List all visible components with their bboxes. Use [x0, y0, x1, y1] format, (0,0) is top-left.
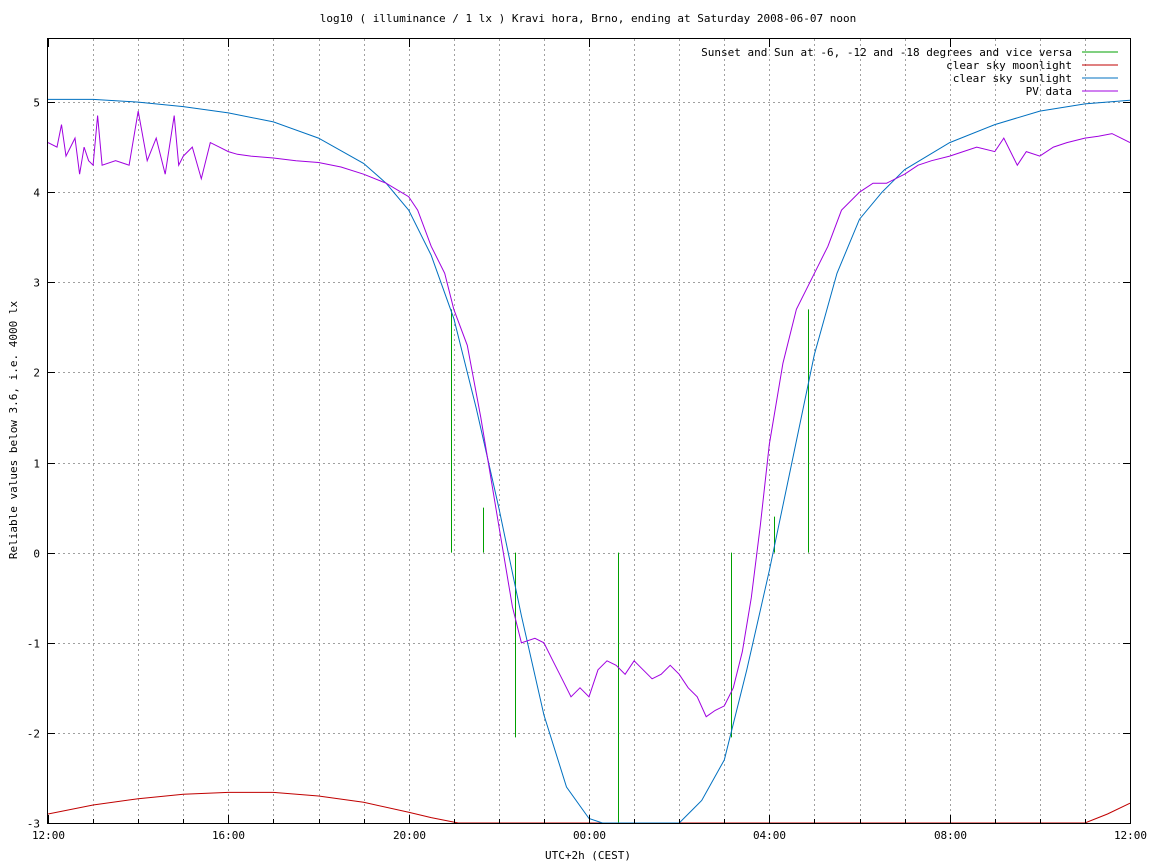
x-tick-label: 00:00 [573, 829, 606, 842]
y-axis-label: Reliable values below 3.6, i.e. 4000 lx [7, 300, 20, 559]
y-tick-label: -2 [27, 728, 40, 741]
series-sunset-and-sun-at-6-12-and-18-degrees-and-vice-versa [451, 309, 809, 823]
y-tick-label: 5 [33, 97, 40, 110]
y-tick-label: 1 [33, 458, 40, 471]
y-tick-label: 3 [33, 277, 40, 290]
y-tick-label: 0 [33, 548, 40, 561]
chart-title: log10 ( illuminance / 1 lx ) Kravi hora,… [320, 12, 856, 25]
legend: Sunset and Sun at -6, -12 and -18 degree… [701, 46, 1118, 98]
y-tick-label: 2 [33, 367, 40, 380]
plot-frame [47, 38, 1131, 824]
plot-area [48, 98, 1130, 823]
legend-label: clear sky moonlight [946, 59, 1072, 72]
series-line-pv-data [48, 111, 1130, 718]
x-tick-label: 08:00 [934, 829, 967, 842]
y-tick-labels: -3 -2 -1 0 1 2 3 4 5 [27, 97, 41, 831]
y-tick-label: -1 [27, 638, 40, 651]
series-line-clear-sky-sunlight [48, 98, 1130, 823]
x-tick-label: 12:00 [1114, 829, 1147, 842]
y-tick-label: 4 [33, 187, 40, 200]
x-tick-label: 04:00 [753, 829, 786, 842]
legend-label: PV data [1026, 85, 1072, 98]
x-axis-label: UTC+2h (CEST) [545, 849, 631, 862]
grid-lines [48, 39, 1130, 823]
y-tick-label: -3 [27, 818, 40, 831]
legend-label: Sunset and Sun at -6, -12 and -18 degree… [701, 46, 1072, 59]
series-line-clear-sky-moonlight [48, 791, 1130, 823]
x-tick-label: 12:00 [32, 829, 65, 842]
x-tick-labels: 12:00 16:00 20:00 00:00 04:00 08:00 12:00 [32, 829, 1147, 842]
legend-label: clear sky sunlight [953, 72, 1072, 85]
tick-marks [48, 39, 1131, 824]
x-tick-label: 16:00 [212, 829, 245, 842]
x-tick-label: 20:00 [393, 829, 426, 842]
